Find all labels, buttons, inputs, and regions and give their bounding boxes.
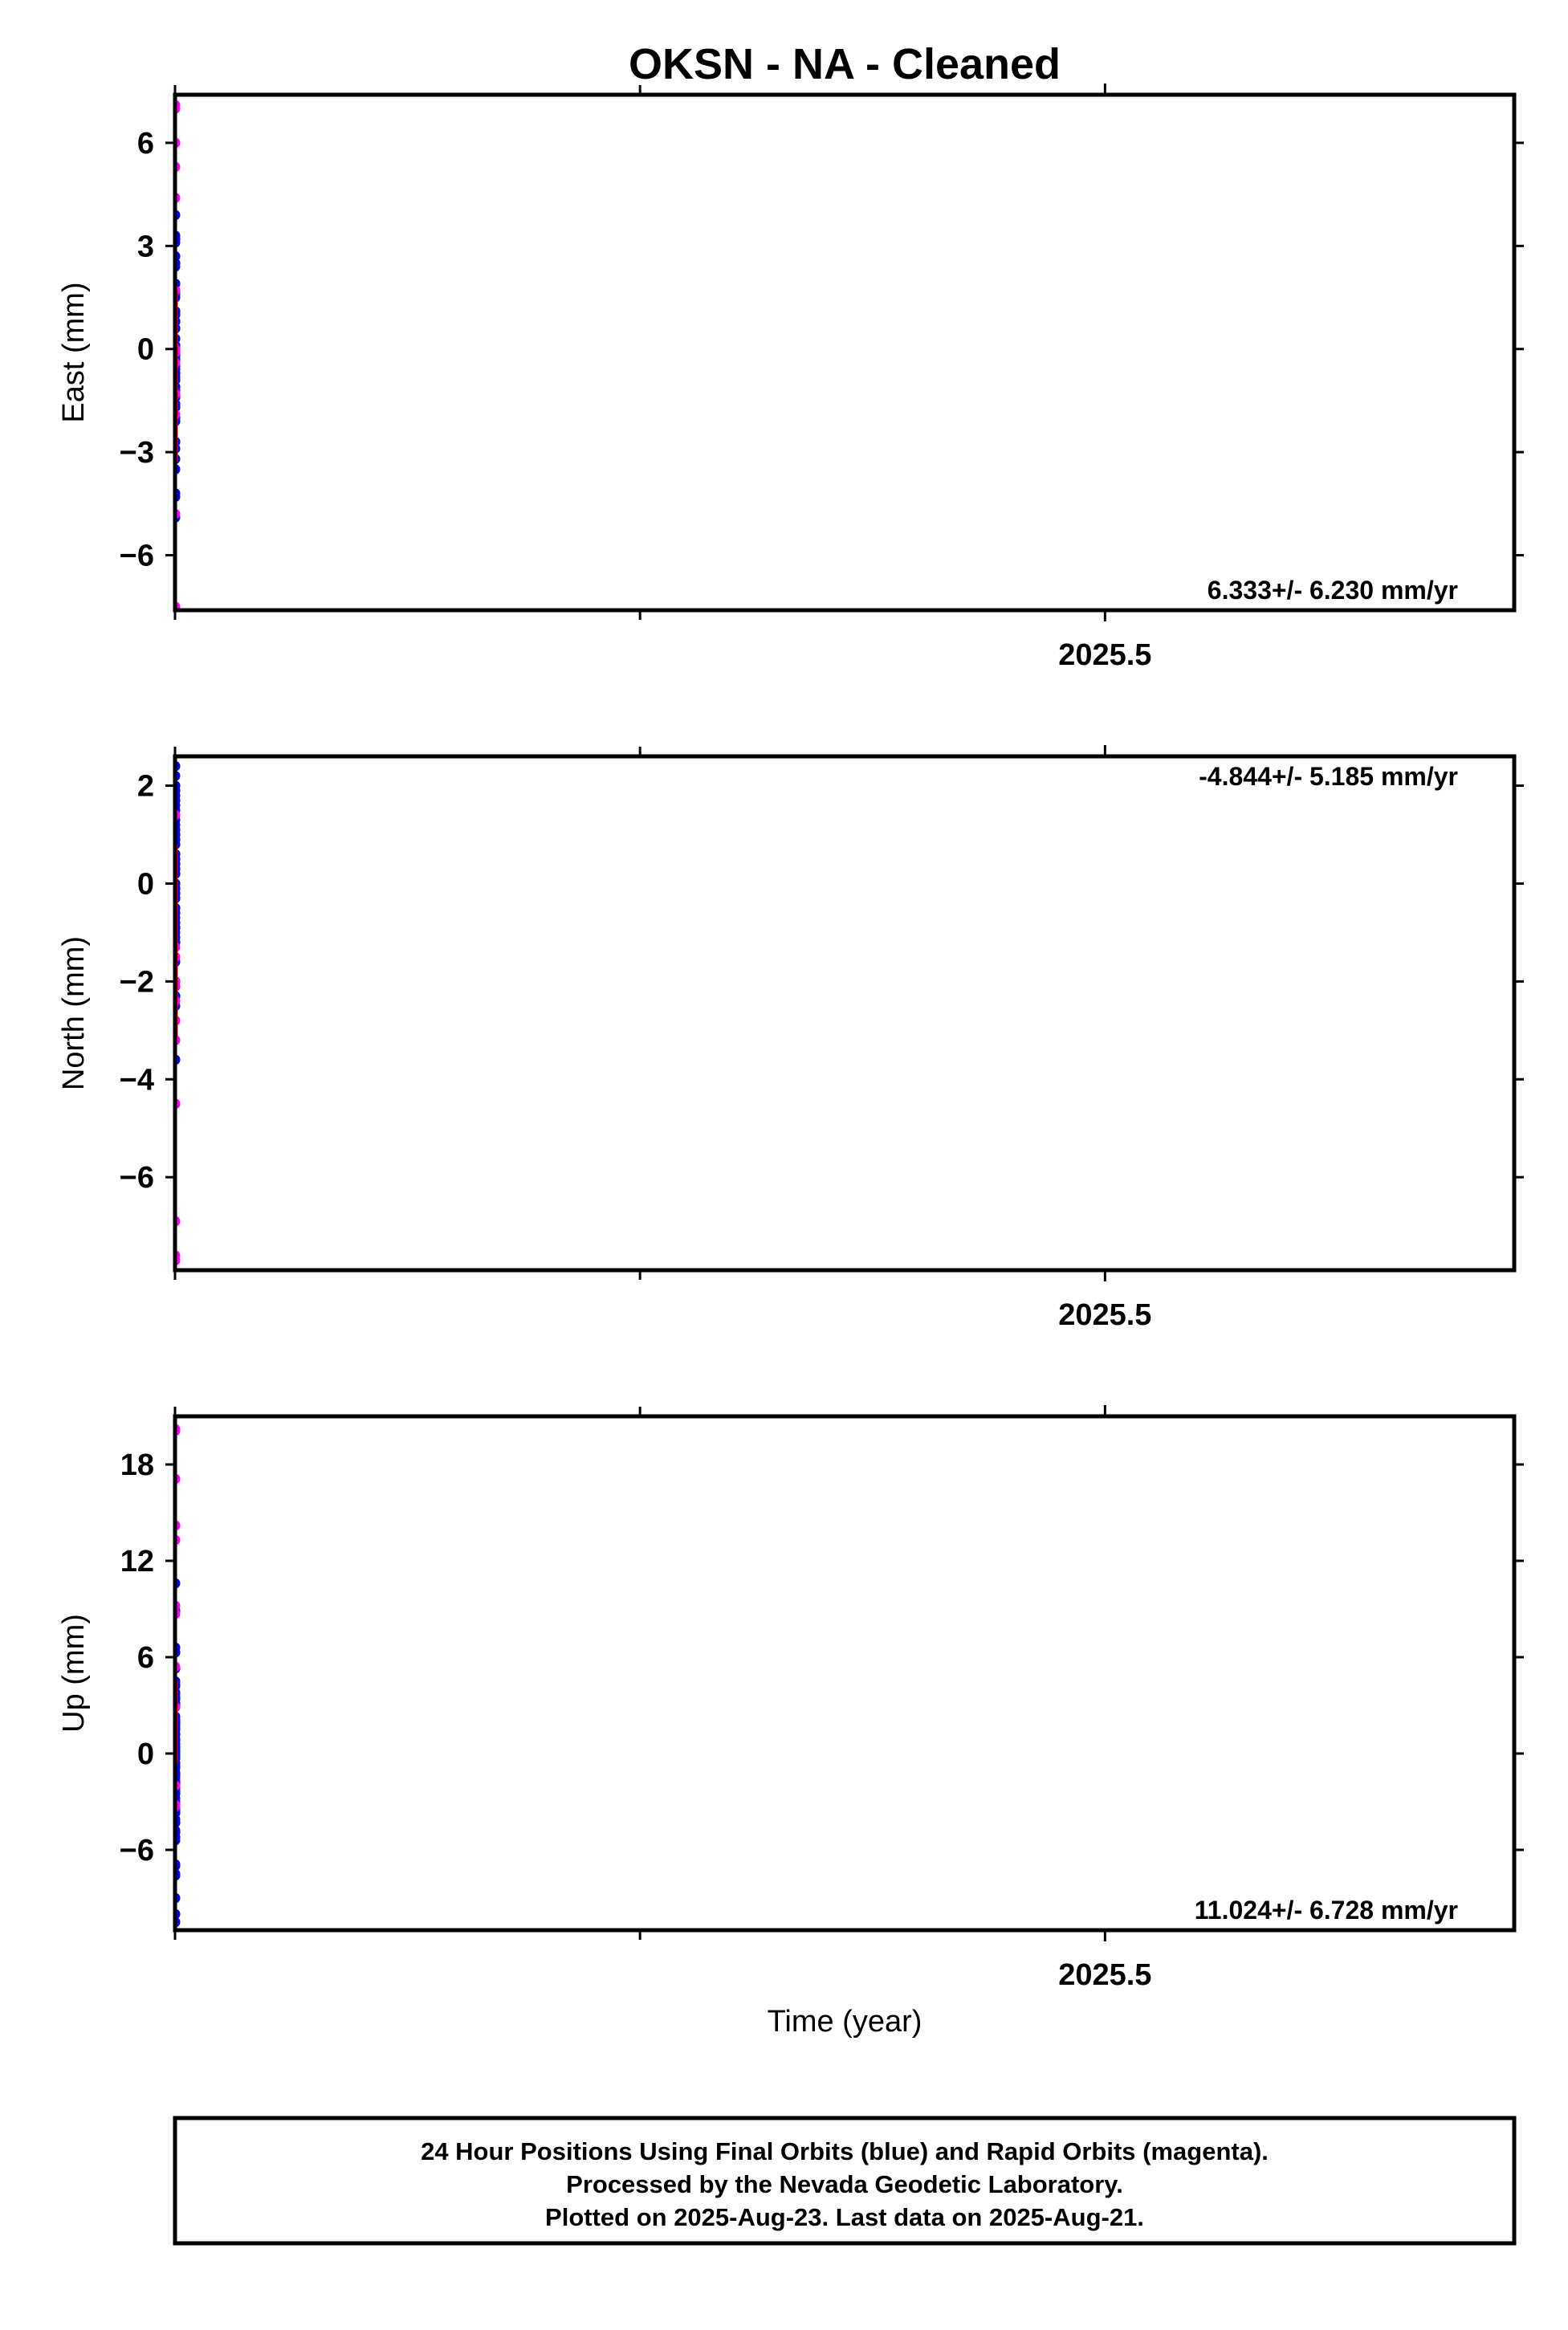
north-ytick-label: −6	[120, 1161, 154, 1195]
east-xtick-label: 2025.5	[1058, 638, 1151, 672]
east-y-axis-label: East (mm)	[57, 282, 91, 422]
north-frame	[173, 754, 1517, 1273]
up-ytick-label: 12	[120, 1545, 154, 1578]
north-ytick-label: 2	[137, 770, 154, 804]
footer-line-3: Plotted on 2025-Aug-23. Last data on 202…	[545, 2203, 1144, 2231]
panels-group: −6 −3 0 3 6 2025.5 East (mm) 6.333+/- 6.230 mm/…	[57, 84, 1524, 1992]
east-ytick-label: −3	[120, 436, 154, 470]
east-frame	[173, 92, 1517, 613]
up-y-axis-label: Up (mm)	[57, 1614, 91, 1733]
north-ytick-label: −4	[120, 1063, 154, 1097]
east-panel: −6 −3 0 3 6 2025.5 East (mm) 6.333+/- 6.230 mm/…	[57, 84, 1524, 672]
east-ytick-label: 3	[137, 230, 154, 263]
up-ytick-label: −6	[120, 1834, 154, 1868]
footer-box	[173, 2116, 1517, 2246]
chart-title: OKSN - NA - Cleaned	[629, 40, 1061, 88]
east-ytick-label: 0	[137, 333, 154, 367]
up-xtick-label: 2025.5	[1058, 1958, 1151, 1992]
up-rate-label: 11.024+/- 6.728 mm/yr	[1195, 1896, 1458, 1925]
up-ytick-label: 18	[120, 1448, 154, 1482]
north-ytick-label: −2	[120, 965, 154, 999]
north-rate-label: -4.844+/- 5.185 mm/yr	[1199, 762, 1458, 791]
east-ytick-label: −6	[120, 540, 154, 573]
north-panel: −6 −4 −2 0 2 2025.5 North (mm) -4.844+/- 5.185 …	[57, 745, 1524, 1332]
footer-line-2: Processed by the Nevada Geodetic Laborat…	[566, 2170, 1123, 2198]
north-y-axis-label: North (mm)	[57, 936, 91, 1090]
up-panel: −6 0 6 12 18 2025.5 Up (mm) 11.024+/- 6.728 mm/…	[57, 1405, 1524, 1992]
up-frame	[173, 1414, 1517, 1933]
north-xtick-label: 2025.5	[1058, 1298, 1151, 1332]
x-axis-label: Time (year)	[768, 2005, 922, 2039]
up-ytick-label: 6	[137, 1641, 154, 1675]
up-ytick-label: 0	[137, 1737, 154, 1771]
north-ytick-label: 0	[137, 867, 154, 901]
east-rate-label: 6.333+/- 6.230 mm/yr	[1208, 576, 1458, 605]
footer-line-1: 24 Hour Positions Using Final Orbits (bl…	[421, 2137, 1269, 2165]
east-ytick-label: 6	[137, 127, 154, 161]
